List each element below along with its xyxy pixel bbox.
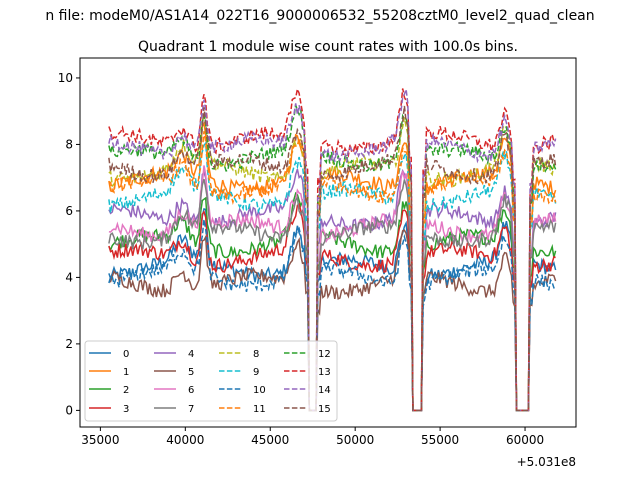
y-tick-label: 10 <box>58 71 73 85</box>
x-tick-label: 40000 <box>166 433 204 447</box>
legend-label-2: 2 <box>123 385 129 396</box>
series-line-9 <box>108 141 557 412</box>
legend-label-3: 3 <box>123 404 129 415</box>
x-offset-label: +5.031e8 <box>517 455 576 469</box>
series-line-0 <box>108 207 557 412</box>
series-layer <box>108 86 557 412</box>
series-line-4 <box>108 168 557 412</box>
series-line-13 <box>108 86 557 412</box>
x-tick-label: 45000 <box>251 433 289 447</box>
legend-label-13: 13 <box>318 367 331 378</box>
series-line-14 <box>108 89 557 412</box>
legend-label-9: 9 <box>253 367 259 378</box>
legend-label-14: 14 <box>318 385 331 396</box>
y-tick-label: 2 <box>65 337 73 351</box>
legend-label-8: 8 <box>253 349 259 360</box>
y-tick-label: 0 <box>65 403 73 417</box>
legend-label-1: 1 <box>123 367 129 378</box>
series-line-10 <box>108 219 557 412</box>
legend-label-7: 7 <box>188 404 194 415</box>
legend-box <box>84 340 338 422</box>
legend-label-10: 10 <box>253 385 266 396</box>
legend-label-15: 15 <box>318 404 331 415</box>
legend-label-0: 0 <box>123 349 129 360</box>
series-line-15 <box>108 105 557 412</box>
x-tick-label: 60000 <box>506 433 544 447</box>
series-line-3 <box>108 203 556 412</box>
x-tick-label: 55000 <box>421 433 459 447</box>
plot-frame <box>79 57 577 428</box>
y-tick-label: 8 <box>65 137 73 151</box>
x-tick-label: 50000 <box>336 433 374 447</box>
legend-label-5: 5 <box>188 367 194 378</box>
legend-label-11: 11 <box>253 404 266 415</box>
y-tick-label: 6 <box>65 204 73 218</box>
y-tick-label: 4 <box>65 270 73 284</box>
series-line-11 <box>108 131 557 412</box>
series-line-7 <box>108 178 557 412</box>
chart-title: Quadrant 1 module wise count rates with … <box>138 39 518 55</box>
legend-label-6: 6 <box>188 385 194 396</box>
legend-label-12: 12 <box>318 349 331 360</box>
legend-label-4: 4 <box>188 349 194 360</box>
x-tick-label: 35000 <box>81 433 119 447</box>
figure-suptitle: n file: modeM0/AS1A14_022T16_9000006532_… <box>45 8 594 24</box>
series-line-5 <box>108 229 557 412</box>
